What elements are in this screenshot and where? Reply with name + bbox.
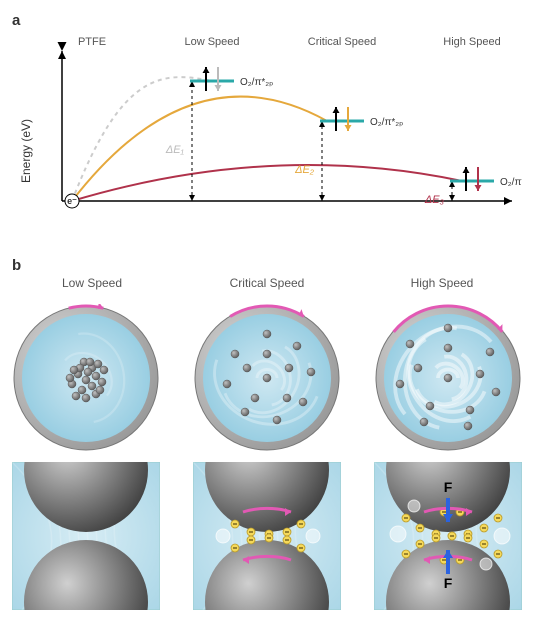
svg-text:ΔE₂: ΔE₂ bbox=[294, 164, 315, 176]
svg-text:O₂/π*₂ₚ: O₂/π*₂ₚ bbox=[240, 77, 273, 88]
detail-critical bbox=[193, 462, 341, 610]
svg-text:High Speed: High Speed bbox=[443, 36, 501, 48]
b-title-low: Low Speed bbox=[12, 276, 172, 290]
panel-a-label: a bbox=[12, 12, 529, 29]
panel-a: Energy (eV) PTFE Low Speed Critical Speed Hi… bbox=[12, 31, 522, 241]
panel-b: Low Speed Critical Speed High Speed FF bbox=[12, 276, 522, 610]
energy-diagram: Energy (eV) PTFE Low Speed Critical Speed Hi… bbox=[12, 31, 522, 231]
svg-text:Energy (eV): Energy (eV) bbox=[19, 119, 33, 183]
panel-b-dish-row bbox=[12, 304, 522, 452]
dish-critical bbox=[193, 304, 341, 452]
svg-text:Low Speed: Low Speed bbox=[184, 36, 239, 48]
detail-high: FF bbox=[374, 462, 522, 610]
svg-text:F: F bbox=[444, 479, 453, 495]
svg-text:ΔE₁: ΔE₁ bbox=[165, 144, 185, 156]
dish-low bbox=[12, 304, 160, 452]
b-title-critical: Critical Speed bbox=[187, 276, 347, 290]
svg-text:e⁻: e⁻ bbox=[67, 196, 77, 206]
svg-text:O₂/π*₂ₚ: O₂/π*₂ₚ bbox=[500, 177, 522, 188]
panel-b-label: b bbox=[12, 257, 529, 274]
panel-b-detail-row: FF bbox=[12, 462, 522, 610]
svg-text:Critical Speed: Critical Speed bbox=[308, 36, 376, 48]
b-title-high: High Speed bbox=[362, 276, 522, 290]
svg-text:F: F bbox=[444, 575, 453, 591]
svg-text:ΔE₃: ΔE₃ bbox=[424, 194, 445, 206]
detail-low bbox=[12, 462, 160, 610]
svg-text:O₂/π*₂ₚ: O₂/π*₂ₚ bbox=[370, 117, 403, 128]
panel-b-titles-row: Low Speed Critical Speed High Speed bbox=[12, 276, 522, 294]
dish-high bbox=[374, 304, 522, 452]
svg-text:PTFE: PTFE bbox=[78, 36, 106, 48]
